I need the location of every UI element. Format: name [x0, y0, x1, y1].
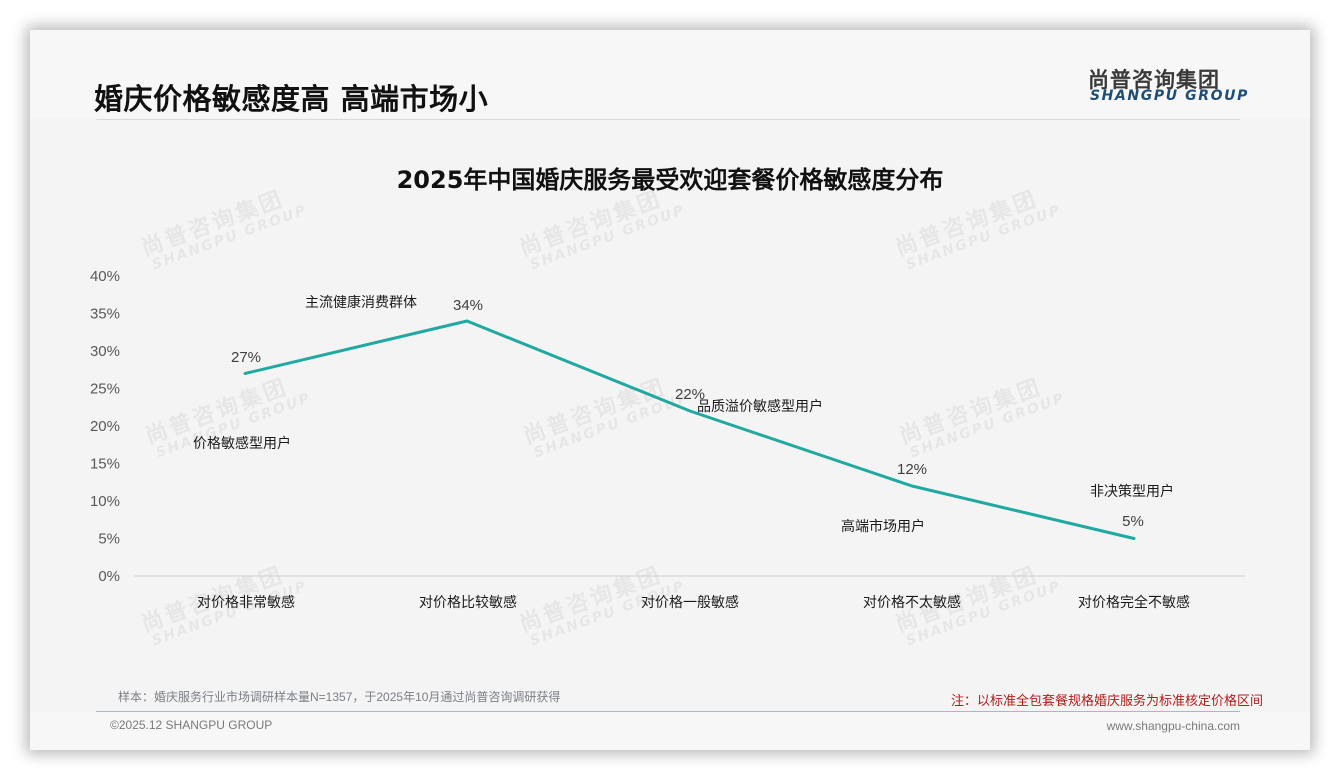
sample-footnote: 样本：婚庆服务行业市场调研样本量N=1357，于2025年10月通过尚普咨询调研…	[118, 690, 561, 704]
y-tick: 15%	[90, 456, 120, 473]
data-label: 34%	[453, 297, 483, 314]
logo-chinese: 尚普咨询集团	[1088, 68, 1220, 92]
price-note: 注：以标准全包套餐规格婚庆服务为标准核定价格区间	[950, 693, 1263, 708]
footer-band	[30, 712, 1310, 750]
y-tick: 25%	[90, 381, 120, 398]
annotation-label: 非决策型用户	[1090, 483, 1174, 500]
logo-english: SHANGPU GROUP	[1090, 88, 1249, 104]
y-tick: 0%	[98, 568, 120, 585]
header-band	[30, 30, 1310, 118]
annotation-label: 品质溢价敏感型用户	[697, 398, 823, 415]
y-tick: 40%	[90, 268, 120, 285]
header-divider	[96, 119, 1240, 120]
data-labels: 27% 34% 22% 12% 5%	[231, 297, 1144, 530]
annotations: 价格敏感型用户 主流健康消费群体 品质溢价敏感型用户 高端市场用户 非决策型用户	[193, 294, 1174, 535]
website-link[interactable]: www.shangpu-china.com	[1106, 719, 1240, 733]
footer-divider	[96, 711, 1240, 712]
annotation-label: 高端市场用户	[841, 518, 925, 535]
y-tick: 5%	[98, 531, 120, 548]
x-axis: 对价格非常敏感 对价格比较敏感 对价格一般敏感 对价格不太敏感 对价格完全不敏感	[197, 594, 1190, 611]
y-tick: 10%	[90, 493, 120, 510]
x-tick: 对价格比较敏感	[419, 594, 517, 611]
y-axis: 0% 5% 10% 15% 20% 25% 30% 35% 40%	[90, 268, 120, 585]
annotation-label: 价格敏感型用户	[193, 435, 291, 452]
y-tick: 20%	[90, 418, 120, 435]
x-tick: 对价格非常敏感	[197, 594, 295, 611]
annotation-label: 主流健康消费群体	[305, 294, 417, 311]
data-label: 5%	[1122, 513, 1144, 530]
data-label: 12%	[897, 461, 927, 478]
x-tick: 对价格不太敏感	[863, 594, 961, 611]
chart-title: 2025年中国婚庆服务最受欢迎套餐价格敏感度分布	[396, 166, 944, 194]
y-tick: 35%	[90, 306, 120, 323]
x-tick: 对价格一般敏感	[641, 594, 739, 611]
x-tick: 对价格完全不敏感	[1078, 594, 1190, 611]
y-tick: 30%	[90, 343, 120, 360]
page-title: 婚庆价格敏感度高 高端市场小	[94, 82, 489, 116]
line-chart: 0% 5% 10% 15% 20% 25% 30% 35% 40% 27% 34…	[90, 268, 1245, 611]
data-label: 27%	[231, 349, 261, 366]
copyright: ©2025.12 SHANGPU GROUP	[110, 718, 273, 732]
data-series-line	[243, 319, 1136, 540]
slide: 婚庆价格敏感度高 高端市场小 尚普咨询集团 SHANGPU GROUP 尚普咨询…	[30, 30, 1310, 750]
data-label: 22%	[675, 386, 705, 403]
